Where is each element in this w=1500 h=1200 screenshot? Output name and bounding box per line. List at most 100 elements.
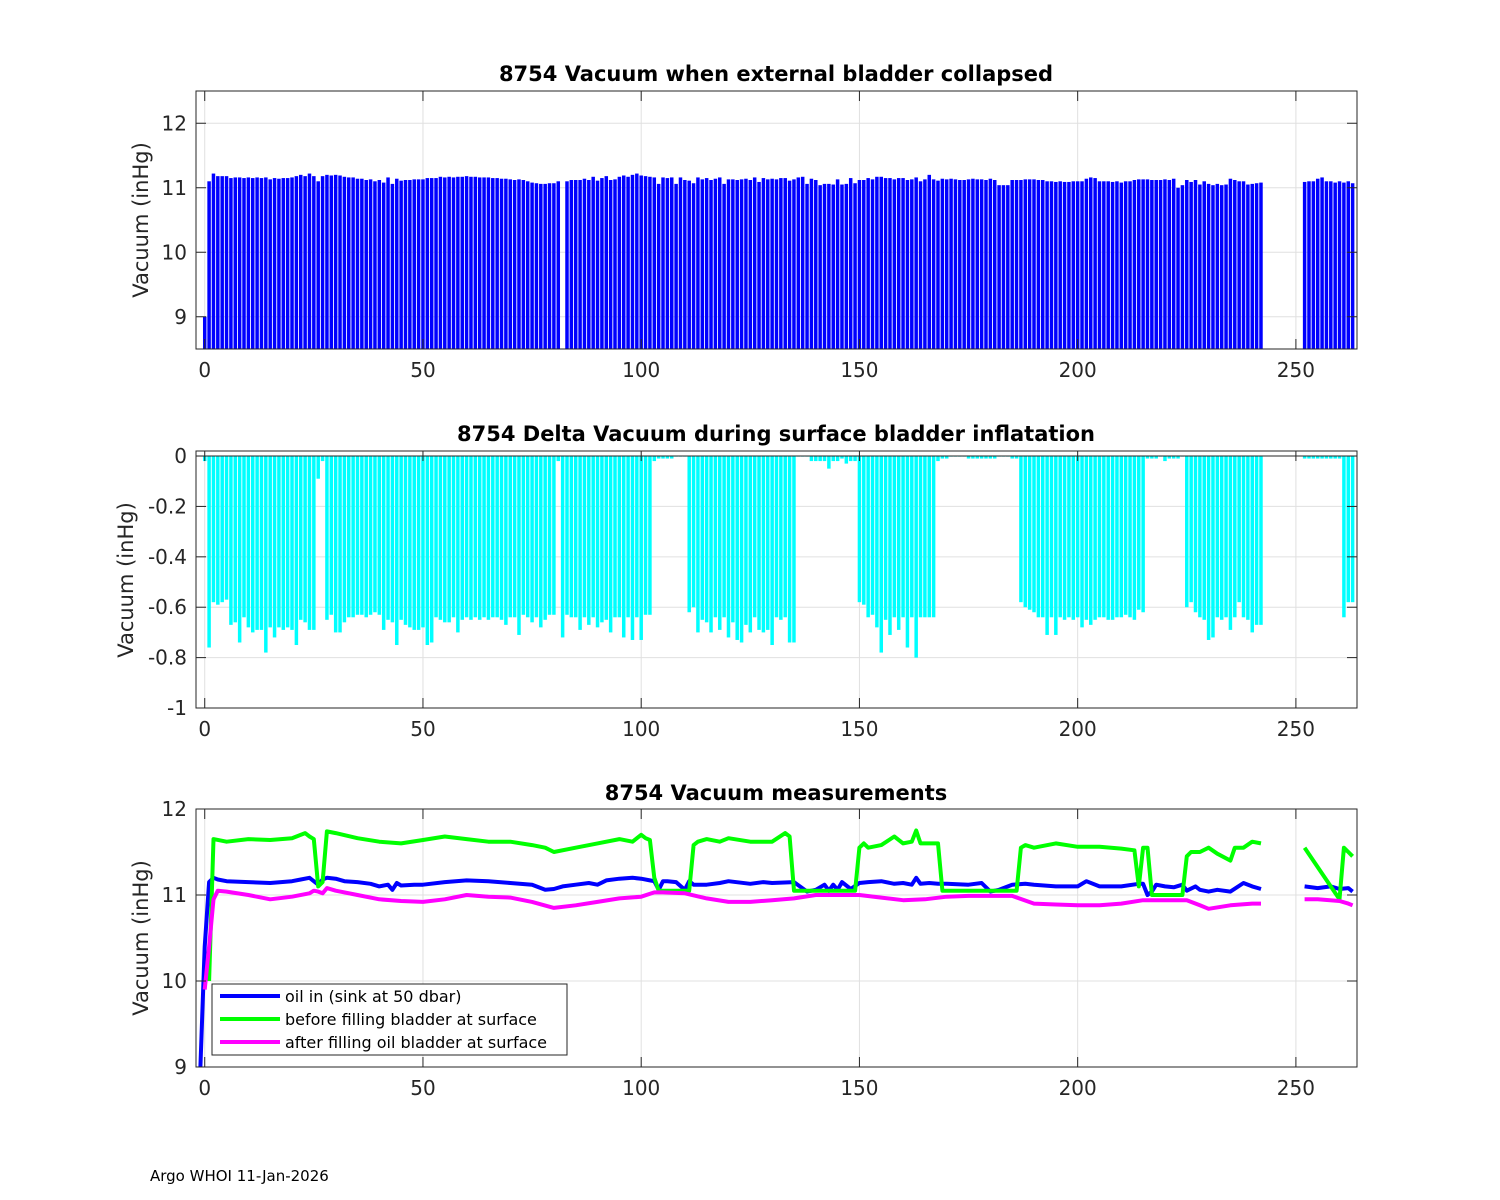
- bar: [927, 456, 932, 618]
- bar: [211, 173, 216, 349]
- bar: [434, 178, 438, 349]
- bar: [377, 456, 382, 615]
- bar: [1036, 456, 1041, 618]
- bar: [1350, 456, 1355, 603]
- bar: [770, 456, 774, 646]
- x-tick-label: 250: [1277, 717, 1315, 741]
- bar: [696, 456, 700, 633]
- bar: [639, 456, 643, 640]
- bar: [713, 178, 718, 349]
- bar: [290, 177, 294, 349]
- bar: [949, 178, 953, 349]
- y-tick-label: 9: [174, 1055, 187, 1079]
- bar: [1097, 181, 1102, 349]
- bar: [438, 176, 443, 349]
- bar: [565, 456, 569, 615]
- bar: [477, 177, 482, 349]
- bar: [303, 176, 307, 349]
- bar: [220, 176, 224, 349]
- bar: [1350, 183, 1355, 349]
- bar: [1137, 456, 1141, 610]
- bar: [1023, 179, 1028, 349]
- bar: [307, 173, 312, 349]
- bar: [731, 456, 735, 623]
- chart-title: 8754 Vacuum measurements: [605, 781, 948, 805]
- bar: [360, 178, 364, 349]
- bar: [342, 456, 347, 623]
- x-tick-label: 150: [840, 717, 878, 741]
- bar: [844, 456, 849, 464]
- bar: [495, 456, 499, 618]
- y-tick-label: 10: [162, 240, 187, 264]
- bar: [307, 456, 312, 630]
- y-tick-label: -0.8: [148, 646, 187, 670]
- bar: [373, 181, 377, 349]
- bar: [421, 179, 425, 349]
- bar: [443, 456, 447, 623]
- bar: [918, 456, 923, 618]
- bar: [1145, 456, 1150, 459]
- bar: [1311, 456, 1316, 459]
- bar: [220, 456, 224, 603]
- delta-vacuum-chart: 8754 Delta Vacuum during surface bladder…: [114, 422, 1358, 741]
- bar: [1089, 456, 1093, 625]
- bar: [848, 178, 853, 349]
- bar: [1128, 181, 1132, 349]
- x-tick-label: 50: [410, 358, 435, 382]
- bar: [530, 182, 534, 349]
- bar: [1206, 456, 1211, 640]
- bar: [1185, 456, 1189, 608]
- bar: [844, 183, 849, 349]
- bar: [342, 176, 347, 349]
- bar: [1211, 185, 1215, 349]
- bar: [1228, 178, 1233, 349]
- bar: [783, 178, 787, 349]
- bar: [1040, 180, 1045, 349]
- bar: [674, 183, 678, 349]
- bar: [1307, 181, 1311, 349]
- bar: [499, 456, 504, 620]
- bar: [299, 456, 303, 620]
- bar: [460, 456, 464, 620]
- bar: [691, 183, 696, 349]
- bar: [879, 176, 883, 349]
- bar: [1241, 181, 1246, 349]
- bar: [630, 174, 635, 349]
- bar: [512, 456, 517, 618]
- bar: [368, 179, 373, 349]
- bar: [927, 174, 932, 349]
- bar: [818, 185, 822, 349]
- bar: [726, 456, 731, 638]
- bar: [600, 178, 604, 349]
- bar: [744, 456, 748, 625]
- y-tick-label: -0.4: [148, 545, 187, 569]
- bar: [635, 173, 639, 349]
- bar: [1315, 178, 1320, 349]
- bar: [1202, 181, 1206, 349]
- bar: [377, 180, 382, 349]
- y-axis-label: Vacuum (inHg): [129, 142, 153, 298]
- bar: [329, 175, 334, 349]
- bar: [752, 456, 757, 618]
- bar: [814, 180, 818, 349]
- bar: [1058, 181, 1062, 349]
- bar: [975, 179, 980, 349]
- bar: [347, 177, 351, 349]
- bar: [1158, 180, 1163, 349]
- bar: [1132, 456, 1137, 620]
- bar: [1075, 456, 1080, 618]
- bar: [1049, 456, 1054, 618]
- bar: [643, 176, 648, 349]
- bar: [905, 180, 910, 349]
- series-line-1: [207, 828, 1355, 982]
- bar: [888, 178, 892, 349]
- y-tick-label: -0.6: [148, 595, 187, 619]
- bar: [552, 183, 556, 349]
- bar: [936, 180, 940, 349]
- bar: [547, 183, 552, 349]
- bar: [617, 456, 622, 618]
- bar: [722, 456, 726, 618]
- bar: [910, 456, 914, 618]
- bar: [779, 178, 783, 349]
- bar: [451, 456, 456, 618]
